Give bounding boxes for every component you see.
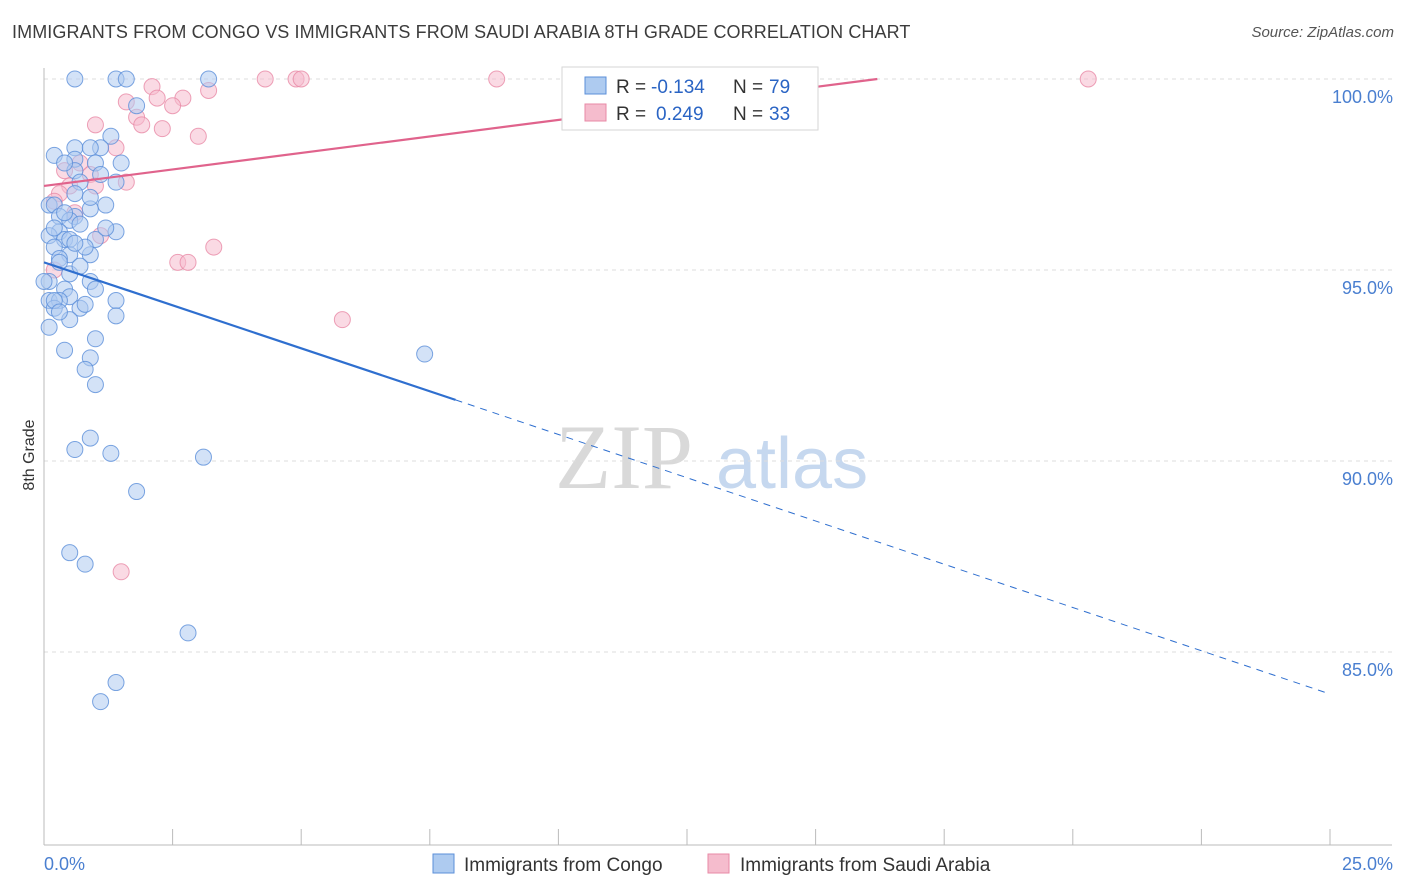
congo-trend-line bbox=[43, 261, 456, 401]
congo-point bbox=[56, 341, 74, 359]
congo-point bbox=[107, 292, 125, 310]
legend-r-value-saudi: 0.249 bbox=[656, 104, 704, 125]
congo-point bbox=[92, 693, 110, 711]
congo-point bbox=[66, 185, 84, 203]
congo-point bbox=[76, 360, 94, 378]
watermark-zip: ZIP bbox=[555, 406, 693, 508]
congo-point bbox=[86, 280, 104, 298]
x-tick-label: 0.0% bbox=[44, 854, 85, 874]
saudi-point bbox=[179, 253, 197, 271]
congo-point bbox=[71, 215, 89, 233]
tick-labels: 100.0% 95.0% 90.0% 85.0% 0.0% 25.0% bbox=[44, 87, 1393, 874]
congo-point bbox=[112, 154, 130, 172]
congo-point bbox=[56, 154, 74, 172]
legend-swatch-congo bbox=[584, 76, 607, 95]
legend-n-value-congo: 79 bbox=[769, 77, 790, 98]
chart-title: IMMIGRANTS FROM CONGO VS IMMIGRANTS FROM… bbox=[12, 22, 911, 42]
congo-point bbox=[40, 318, 58, 336]
bottom-legend-label-saudi: Immigrants from Saudi Arabia bbox=[740, 855, 991, 876]
congo-point bbox=[107, 674, 125, 692]
legend-r-label-congo: R = bbox=[616, 77, 646, 98]
congo-point bbox=[66, 441, 84, 459]
congo-point bbox=[66, 234, 84, 252]
congo-point bbox=[81, 139, 99, 157]
watermark-atlas: atlas bbox=[716, 424, 868, 504]
saudi-point bbox=[1079, 70, 1097, 88]
saudi-point bbox=[153, 120, 171, 138]
legend-r-value-congo: -0.134 bbox=[651, 77, 705, 98]
congo-point bbox=[102, 444, 120, 462]
congo-point bbox=[45, 219, 63, 237]
congo-point bbox=[179, 624, 197, 642]
y-tick-label: 100.0% bbox=[1332, 87, 1393, 107]
congo-points bbox=[35, 70, 434, 711]
congo-point bbox=[81, 429, 99, 447]
y-axis-title: 8th Grade bbox=[21, 419, 38, 490]
congo-point bbox=[50, 303, 68, 321]
congo-point bbox=[56, 204, 74, 222]
bottom-legend-swatch-congo bbox=[432, 853, 455, 874]
y-tick-label: 85.0% bbox=[1342, 660, 1393, 680]
saudi-point bbox=[189, 127, 207, 145]
saudi-point bbox=[112, 563, 130, 581]
watermark: ZIP atlas bbox=[555, 406, 868, 508]
legend-swatch-saudi bbox=[584, 103, 607, 122]
congo-point bbox=[194, 448, 212, 466]
legend-n-label-saudi: N = bbox=[733, 104, 763, 125]
congo-point bbox=[97, 196, 115, 214]
saudi-point bbox=[164, 97, 182, 115]
source-label: Source: ZipAtlas.com bbox=[1251, 24, 1394, 41]
x-tick-label: 25.0% bbox=[1342, 854, 1393, 874]
congo-point bbox=[416, 345, 434, 363]
congo-point bbox=[81, 188, 99, 206]
bottom-legend-label-congo: Immigrants from Congo bbox=[464, 855, 663, 876]
congo-point bbox=[107, 307, 125, 325]
congo-point bbox=[102, 127, 120, 145]
series-legend: Immigrants from Congo Immigrants from Sa… bbox=[432, 853, 991, 876]
y-tick-label: 90.0% bbox=[1342, 469, 1393, 489]
congo-point bbox=[117, 70, 135, 88]
saudi-point bbox=[148, 89, 166, 107]
y-tick-label: 95.0% bbox=[1342, 278, 1393, 298]
congo-point bbox=[86, 330, 104, 348]
saudi-point bbox=[292, 70, 310, 88]
congo-point bbox=[128, 97, 146, 115]
saudi-point bbox=[488, 70, 506, 88]
congo-point bbox=[97, 219, 115, 237]
congo-point bbox=[76, 555, 94, 573]
congo-point bbox=[66, 70, 84, 88]
saudi-point bbox=[133, 116, 151, 134]
legend-n-value-saudi: 33 bbox=[769, 104, 790, 125]
trend-lines bbox=[43, 77, 1331, 695]
axes bbox=[43, 68, 1392, 846]
legend-r-label-saudi: R = bbox=[616, 104, 646, 125]
legend-n-label-congo: N = bbox=[733, 77, 763, 98]
saudi-point bbox=[333, 311, 351, 329]
congo-point bbox=[35, 272, 53, 290]
congo-point bbox=[76, 295, 94, 313]
stats-legend: R = -0.134 N = 79 R = 0.249 N = 33 bbox=[561, 66, 819, 131]
bottom-legend-swatch-saudi bbox=[707, 853, 730, 874]
congo-point bbox=[200, 70, 218, 88]
congo-point bbox=[61, 544, 79, 562]
gridlines bbox=[44, 78, 1392, 653]
saudi-point bbox=[256, 70, 274, 88]
congo-point bbox=[128, 483, 146, 501]
congo-trend-extension bbox=[455, 399, 1331, 695]
congo-point bbox=[86, 376, 104, 394]
saudi-point bbox=[86, 116, 104, 134]
saudi-point bbox=[205, 238, 223, 256]
